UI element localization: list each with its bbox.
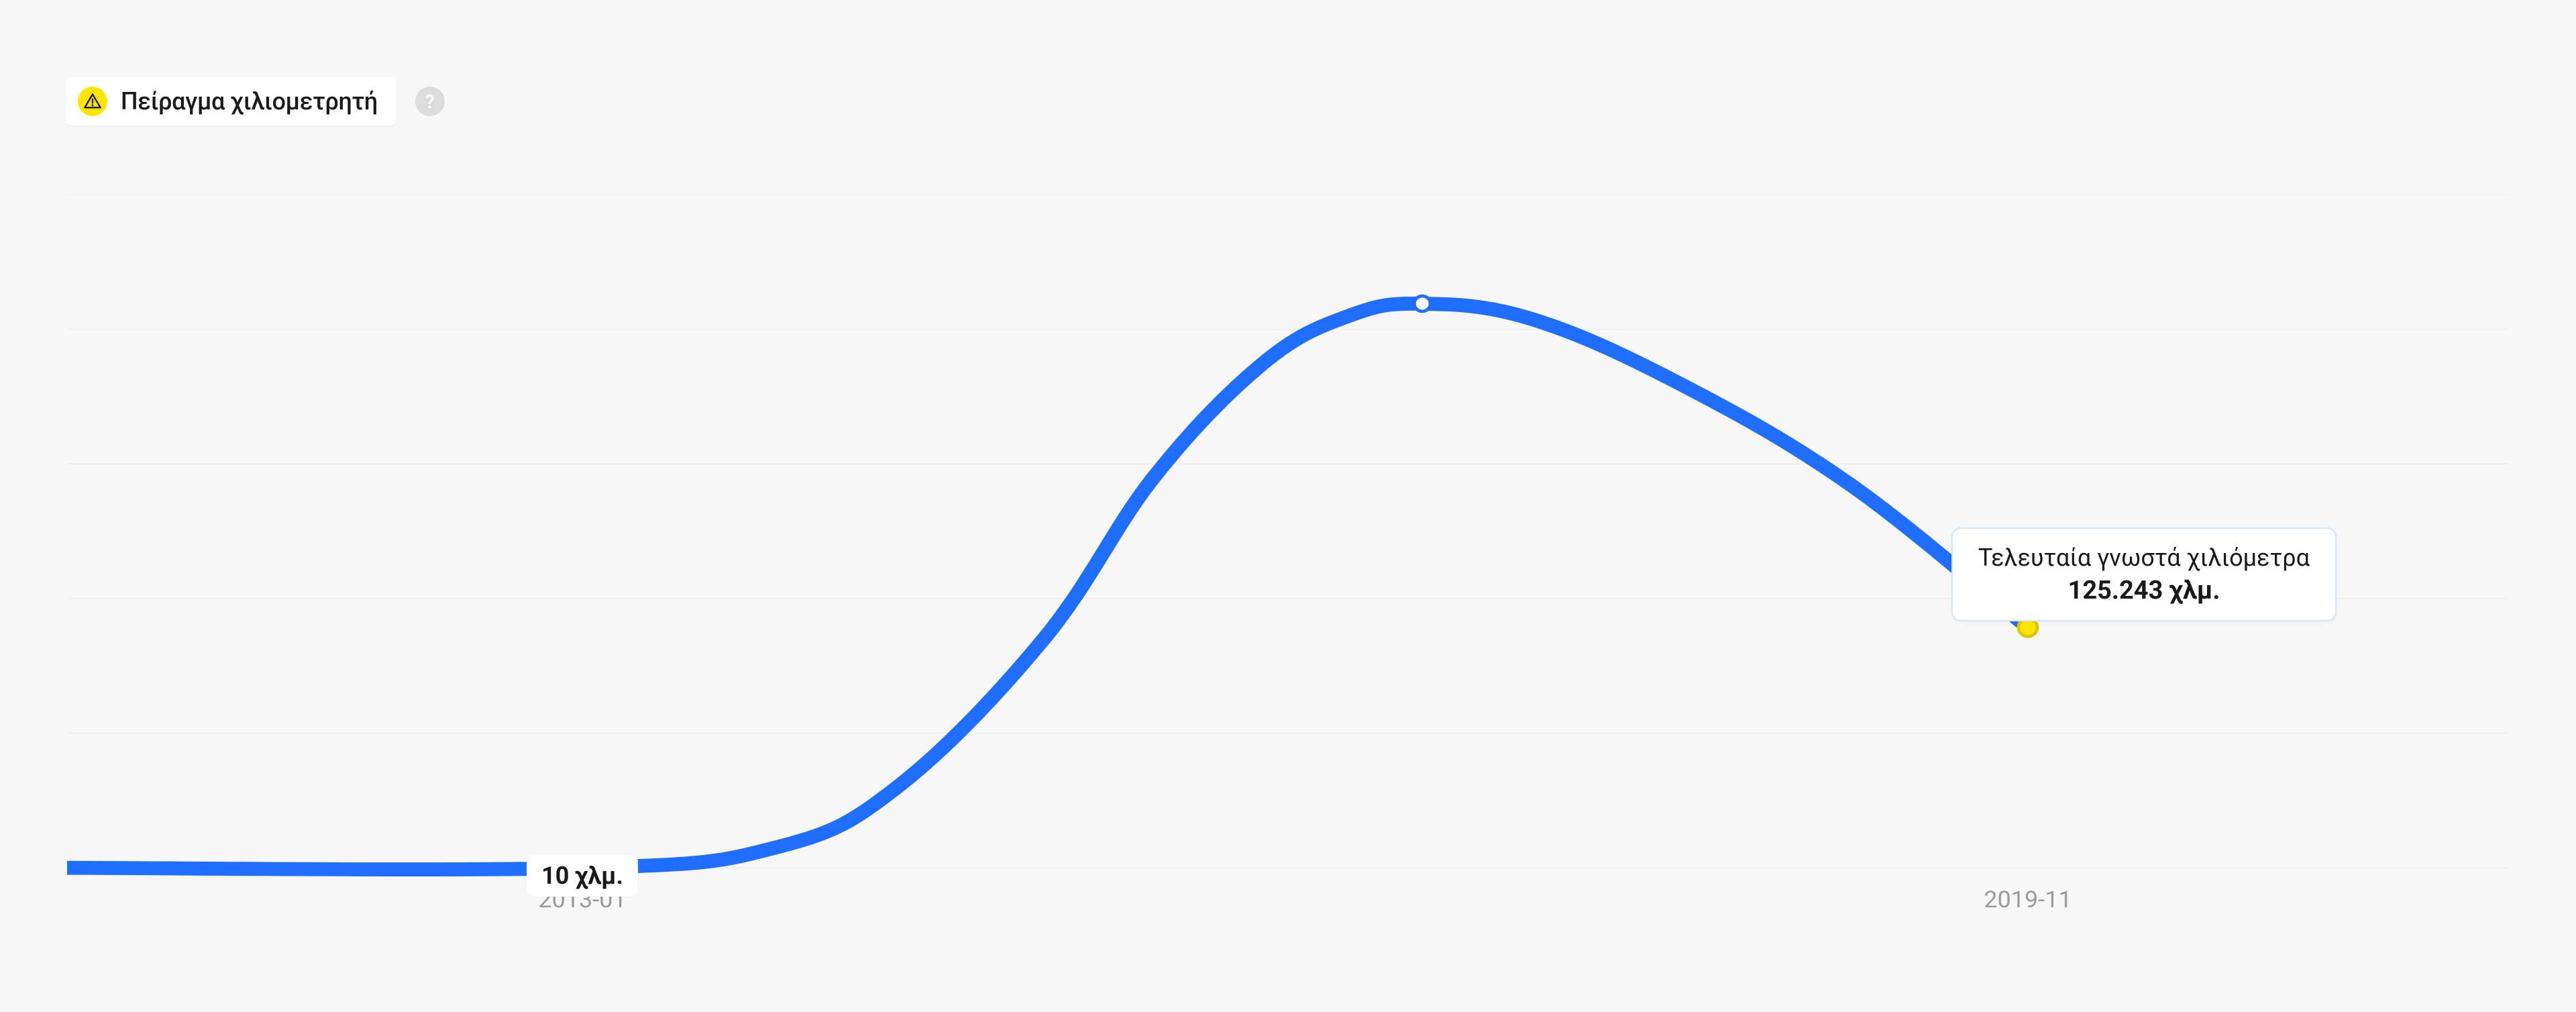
mileage-line [67,303,2028,869]
x-axis-label: 2019-11 [1984,886,2072,913]
tooltip-value: 125.243 χλμ. [1978,576,2310,605]
peak-marker[interactable] [1414,296,1430,311]
help-icon-glyph: ? [425,91,435,113]
tooltip-title: Τελευταία γνωστά χιλιόμετρα [1978,544,2310,572]
start-marker-tooltip: 10 χλμ. [527,855,638,897]
badge-label: Πείραγμα χιλιομετρητή [121,87,378,115]
end-marker-tooltip: Τελευταία γνωστά χιλιόμετρα 125.243 χλμ. [1951,527,2337,621]
warning-icon [78,87,107,116]
badge-container: Πείραγμα χιλιομετρητή ? [66,77,445,125]
help-icon[interactable]: ? [415,87,445,116]
odometer-tamper-badge: Πείραγμα χιλιομετρητή [66,77,396,125]
